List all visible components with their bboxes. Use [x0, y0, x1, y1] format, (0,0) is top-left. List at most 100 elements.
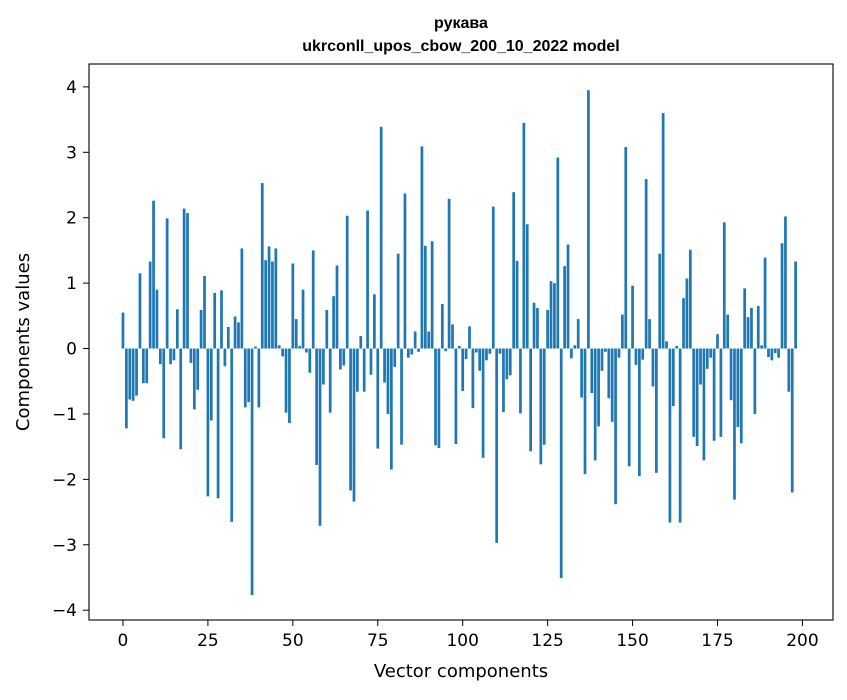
bar [570, 348, 573, 359]
bar [525, 224, 529, 349]
bar [529, 348, 532, 452]
bar [794, 261, 797, 349]
bar [298, 345, 301, 349]
x-tick-label: 175 [701, 631, 733, 651]
bar [610, 348, 614, 422]
bar [590, 348, 594, 394]
bar [247, 348, 251, 403]
bar [305, 348, 308, 353]
bar [339, 348, 342, 370]
bar [580, 348, 583, 398]
bar [322, 348, 325, 385]
bar [760, 345, 764, 349]
bar [566, 244, 570, 349]
bar [349, 348, 352, 491]
bar [678, 348, 682, 523]
bar [563, 266, 566, 349]
bar [400, 348, 403, 445]
bar [264, 260, 268, 349]
bar [216, 348, 220, 499]
bar [128, 348, 132, 400]
bar [226, 326, 230, 349]
bar [335, 265, 339, 349]
bar [250, 348, 254, 596]
bar [196, 348, 200, 390]
bar [175, 309, 179, 349]
y-tick-label: −3 [52, 536, 77, 556]
y-tick-label: 4 [66, 78, 77, 98]
bar [192, 348, 196, 410]
bar [665, 341, 668, 349]
bar [284, 348, 288, 413]
x-tick-label: 150 [616, 631, 648, 651]
bar [604, 348, 607, 352]
bar [600, 348, 604, 371]
bar [220, 290, 223, 349]
bar [121, 312, 125, 349]
bar [481, 348, 485, 458]
bar [325, 309, 329, 349]
bar [709, 348, 713, 358]
bar [532, 302, 536, 349]
bar [277, 345, 281, 349]
bar [243, 348, 247, 408]
bar [583, 348, 587, 475]
bar [152, 200, 155, 349]
bar [142, 348, 145, 384]
bar [712, 348, 716, 441]
chart-subtitle: ukrconll_upos_cbow_200_10_2022 model [302, 38, 619, 55]
bar [784, 216, 787, 349]
bar [233, 316, 237, 349]
bar [685, 278, 689, 349]
bar [553, 283, 556, 349]
bar [756, 306, 760, 349]
bar [546, 309, 549, 349]
x-tick-label: 0 [118, 631, 129, 651]
bar [366, 210, 369, 349]
bar [254, 346, 257, 349]
bar [447, 198, 451, 349]
bar [512, 192, 516, 349]
y-tick-label: −1 [52, 405, 77, 425]
bar [274, 248, 278, 349]
bar [223, 348, 227, 367]
bar [651, 348, 655, 387]
bar [267, 246, 271, 349]
bar [209, 348, 213, 421]
bar [131, 348, 135, 401]
bar [451, 324, 454, 349]
bar [576, 319, 580, 349]
bar [440, 304, 444, 349]
bar [573, 345, 577, 349]
y-tick-label: 0 [66, 340, 77, 360]
bar [444, 348, 448, 352]
bar [495, 348, 499, 543]
bar [502, 348, 505, 412]
bar [376, 348, 380, 449]
bar [457, 345, 461, 349]
bar [787, 348, 791, 392]
bar [695, 348, 699, 446]
bar [182, 208, 186, 349]
bar [237, 322, 240, 349]
x-tick-label: 125 [531, 631, 563, 651]
bar [199, 309, 203, 349]
bar [726, 314, 730, 349]
chart-title: рукава [434, 15, 488, 32]
bar [420, 146, 424, 349]
x-axis-ticks: 0 25 50 75 100 125 150 175 200 [118, 620, 819, 651]
bar [474, 348, 478, 353]
bar [705, 348, 709, 369]
y-axis-ticks: −4 −3 −2 −1 0 1 2 3 4 [52, 78, 89, 621]
bar [206, 348, 210, 497]
x-tick-label: 100 [446, 631, 478, 651]
bar [753, 348, 757, 414]
bar [291, 263, 295, 349]
bar [478, 348, 482, 371]
x-axis-label: Vector components [374, 661, 548, 682]
bar [607, 348, 611, 399]
bar [281, 348, 284, 357]
bar [661, 113, 665, 349]
bar [631, 285, 634, 349]
bar [172, 348, 176, 361]
